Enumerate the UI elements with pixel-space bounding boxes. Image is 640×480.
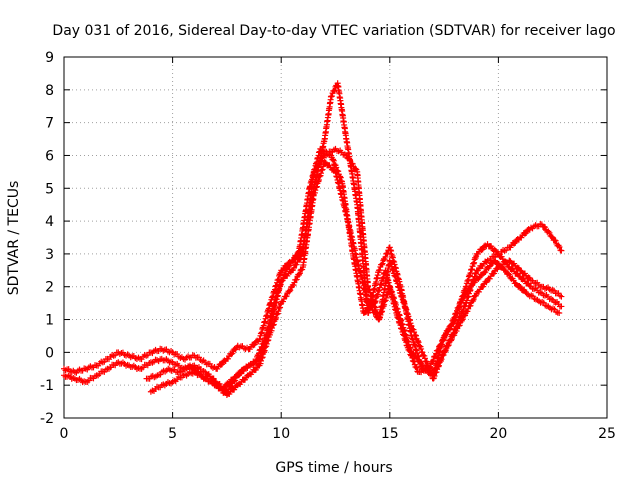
x-tick-label: 5 bbox=[168, 426, 177, 442]
y-tick-label: 6 bbox=[45, 148, 54, 164]
x-tick-label: 20 bbox=[489, 426, 507, 442]
y-tick-label: 2 bbox=[45, 280, 54, 296]
grid-lines bbox=[64, 57, 607, 418]
x-tick-label: 10 bbox=[272, 426, 290, 442]
y-tick-label: 8 bbox=[45, 83, 54, 99]
series-track-1 bbox=[61, 80, 565, 379]
y-tick-label: 7 bbox=[45, 116, 54, 132]
series-track-4 bbox=[147, 159, 565, 399]
x-axis-label: GPS time / hours bbox=[275, 460, 392, 476]
x-tick-label: 0 bbox=[60, 426, 69, 442]
chart-title: Day 031 of 2016, Sidereal Day-to-day VTE… bbox=[52, 23, 615, 39]
plot-frame bbox=[63, 56, 608, 419]
y-tick-label: 9 bbox=[45, 50, 54, 66]
series-marks bbox=[61, 80, 565, 379]
y-tick-label: -2 bbox=[40, 411, 54, 427]
data-series bbox=[61, 80, 565, 399]
x-tick-label: 25 bbox=[598, 426, 616, 442]
series-marks bbox=[147, 159, 565, 399]
x-tick-label: 15 bbox=[381, 426, 399, 442]
y-tick-label: 1 bbox=[45, 313, 54, 329]
y-tick-label: 3 bbox=[45, 247, 54, 263]
axis-ticks bbox=[63, 56, 608, 419]
y-tick-label: 0 bbox=[45, 345, 54, 361]
x-tick-labels: 0 5 10 15 20 25 bbox=[60, 426, 616, 442]
y-axis-label: SDTVAR / TECUs bbox=[6, 181, 22, 296]
y-tick-label: 4 bbox=[45, 214, 54, 230]
y-tick-label: -1 bbox=[40, 378, 54, 394]
y-tick-label: 5 bbox=[45, 181, 54, 197]
y-tick-labels: -2 -1 0 1 2 3 4 5 6 7 8 9 bbox=[40, 50, 54, 427]
